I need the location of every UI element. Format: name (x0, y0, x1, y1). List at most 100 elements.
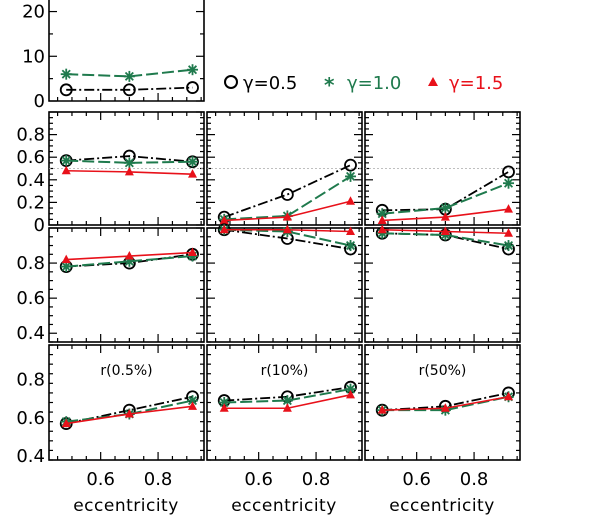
asterisk-stroke (61, 69, 71, 79)
asterisk-stroke (345, 171, 356, 181)
data-point-triangle (377, 224, 387, 234)
legend-marker-triangle (428, 77, 438, 86)
panel-frame (206, 227, 363, 343)
legend-marker-circle (224, 75, 238, 89)
asterisk-stroke (187, 65, 198, 75)
data-point-triangle (188, 169, 198, 178)
legend-label-gamma-1-5: γ=1.5 (449, 73, 503, 94)
series-line (66, 86, 193, 91)
data-point-triangle (219, 403, 229, 412)
data-point-asterisk (60, 155, 72, 167)
series-line (66, 159, 193, 164)
data-point-circle (186, 81, 199, 94)
data-point-triangle (440, 212, 450, 221)
panel-annotation: r(50%) (419, 363, 467, 379)
data-point-triangle (504, 228, 514, 237)
panel-frame (48, 227, 205, 343)
legend-entry-gamma-1-5: γ=1.5 (428, 73, 503, 94)
data-point-circle (122, 83, 136, 97)
data-point-triangle (282, 224, 292, 234)
x-axis-label-col1: eccentricity (73, 496, 179, 516)
data-point-circle (280, 188, 294, 201)
data-point-triangle (504, 391, 514, 401)
y-tick-label: 0.4 (16, 446, 45, 467)
panel-row1-col1: 0102030 (22, 0, 205, 112)
y-tick-label: 0.4 (16, 323, 45, 344)
series-line (66, 155, 193, 163)
asterisk-stroke (61, 262, 71, 272)
x-tick-label: 0.6 (86, 469, 115, 490)
panel-row2-col1: 00.20.40.60.8 (16, 111, 205, 236)
x-tick-label: 0.8 (302, 469, 331, 490)
series-line (382, 182, 509, 215)
data-point-circle (59, 83, 73, 97)
legend-marker-asterisk: * (324, 73, 335, 97)
asterisk-stroke (187, 157, 198, 167)
data-point-asterisk (60, 68, 72, 80)
panels-layer: 010203000.20.40.60.80.40.60.80.40.60.80.… (16, 0, 521, 490)
asterisk-stroke (377, 209, 387, 219)
data-point-triangle (377, 215, 387, 224)
data-point-triangle (124, 166, 134, 176)
x-axis-label-col2: eccentricity (231, 496, 337, 516)
data-point-asterisk (439, 202, 451, 214)
data-point-triangle (346, 226, 356, 236)
y-tick-label: 0 (34, 215, 45, 236)
y-tick-label: 0.4 (16, 170, 45, 191)
series-line (66, 68, 193, 78)
data-point-asterisk (345, 240, 357, 252)
panel-row4-col1: 0.4 0.6 0.8 0.6 0.8 r(0.5%) (16, 344, 205, 490)
asterisk-stroke (282, 396, 292, 406)
data-point-triangle (440, 226, 450, 236)
panel-annotation: r(0.5%) (100, 363, 152, 379)
data-point-asterisk (345, 170, 357, 182)
data-point-triangle (282, 403, 292, 412)
y-tick-label: 0 (34, 91, 45, 112)
panel-row3-col3 (364, 224, 521, 343)
panel-annotation: r(10%) (261, 363, 309, 379)
data-point-triangle (440, 403, 450, 412)
data-point-asterisk (503, 240, 515, 252)
y-tick-label: 0.8 (16, 125, 45, 146)
data-point-asterisk (123, 157, 135, 169)
legend: γ=0.5 * γ=1.0 γ=1.5 (224, 73, 503, 97)
data-point-asterisk (187, 64, 199, 76)
asterisk-stroke (503, 178, 514, 188)
data-point-triangle (188, 401, 198, 410)
y-tick-label: 0.6 (16, 288, 45, 309)
series-line (224, 175, 352, 221)
data-point-triangle (61, 418, 71, 428)
x-tick-label: 0.6 (402, 469, 431, 490)
data-point-circle (344, 158, 357, 172)
data-point-triangle (61, 165, 71, 175)
series-line (66, 399, 193, 423)
data-point-asterisk (187, 156, 199, 168)
series-line (382, 232, 509, 247)
legend-entry-gamma-0-5: γ=0.5 (224, 73, 297, 94)
y-tick-label: 0.8 (16, 253, 45, 274)
panel-row3-col1: 0.4 0.6 0.8 (16, 227, 205, 344)
series-line (224, 388, 351, 404)
y-tick-label: 0.8 (16, 370, 45, 391)
y-tick-label: 0.6 (16, 408, 45, 429)
data-point-asterisk (503, 177, 515, 189)
asterisk-stroke (124, 71, 134, 81)
asterisk-stroke (124, 158, 134, 168)
panel-row4-col3: 0.6 0.8 r(50%) (364, 344, 521, 490)
panel-row4-col2: 0.6 0.8 r(10%) (206, 344, 363, 490)
data-point-triangle (346, 389, 356, 399)
panel-frame (48, 0, 205, 102)
y-tick-label: 0.2 (16, 192, 45, 213)
panel-row2-col3 (364, 111, 521, 226)
series-line (66, 255, 193, 268)
x-tick-label: 0.6 (244, 469, 273, 490)
legend-label-gamma-1-0: γ=1.0 (347, 73, 401, 94)
panel-frame (364, 227, 521, 343)
y-tick-label: 20 (22, 2, 45, 23)
asterisk-stroke (440, 203, 450, 213)
data-point-triangle (219, 215, 229, 224)
data-point-triangle (377, 405, 387, 414)
panel-row3-col2 (206, 223, 363, 343)
data-point-triangle (346, 196, 356, 205)
